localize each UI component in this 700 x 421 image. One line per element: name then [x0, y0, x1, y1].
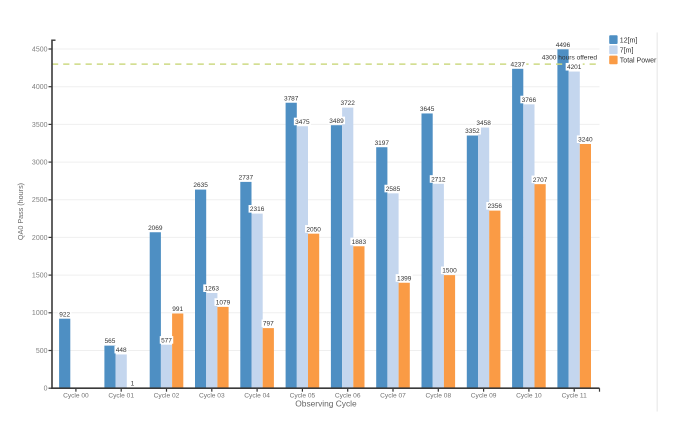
svg-text:1399: 1399 — [397, 275, 412, 282]
svg-text:2737: 2737 — [239, 174, 254, 181]
svg-text:3240: 3240 — [578, 137, 593, 144]
svg-text:Cycle 03: Cycle 03 — [199, 392, 225, 399]
svg-text:Cycle 02: Cycle 02 — [154, 392, 180, 399]
svg-text:Cycle 10: Cycle 10 — [516, 392, 542, 399]
svg-text:Cycle 08: Cycle 08 — [425, 392, 451, 399]
svg-text:4500: 4500 — [32, 46, 48, 53]
svg-text:Cycle 04: Cycle 04 — [244, 392, 270, 399]
svg-text:7[m]: 7[m] — [620, 47, 634, 54]
svg-text:2707: 2707 — [533, 177, 548, 184]
svg-text:4496: 4496 — [556, 42, 571, 49]
svg-text:3475: 3475 — [295, 119, 310, 126]
svg-text:3645: 3645 — [420, 106, 435, 113]
svg-text:Cycle 06: Cycle 06 — [335, 392, 361, 399]
svg-text:2500: 2500 — [32, 197, 48, 204]
svg-text:Cycle 05: Cycle 05 — [290, 392, 316, 399]
svg-text:3500: 3500 — [32, 122, 48, 129]
svg-text:1263: 1263 — [205, 286, 220, 293]
svg-text:2356: 2356 — [488, 203, 503, 210]
svg-text:3722: 3722 — [340, 100, 355, 107]
svg-text:3787: 3787 — [284, 95, 299, 102]
svg-text:2712: 2712 — [431, 176, 446, 183]
svg-text:922: 922 — [59, 311, 70, 318]
svg-text:991: 991 — [172, 306, 183, 313]
svg-text:3352: 3352 — [465, 128, 480, 135]
svg-text:Cycle 01: Cycle 01 — [108, 392, 134, 399]
svg-text:Observing Cycle: Observing Cycle — [295, 399, 357, 409]
svg-text:0: 0 — [44, 386, 48, 393]
svg-text:3458: 3458 — [476, 120, 491, 127]
svg-text:1: 1 — [131, 381, 135, 388]
svg-text:448: 448 — [116, 347, 127, 354]
svg-text:4201: 4201 — [567, 64, 582, 71]
svg-text:2000: 2000 — [32, 235, 48, 242]
svg-text:3489: 3489 — [329, 118, 344, 125]
svg-text:QA0 Pass (hours): QA0 Pass (hours) — [16, 183, 25, 240]
svg-text:1500: 1500 — [442, 268, 457, 275]
svg-text:3000: 3000 — [32, 160, 48, 167]
svg-text:2585: 2585 — [386, 186, 401, 193]
svg-text:2316: 2316 — [250, 206, 265, 213]
svg-text:1079: 1079 — [216, 299, 231, 306]
svg-text:565: 565 — [105, 338, 116, 345]
svg-text:4300 hours offered: 4300 hours offered — [542, 55, 598, 62]
svg-text:Total Power: Total Power — [620, 58, 657, 65]
svg-text:2069: 2069 — [148, 225, 163, 232]
svg-text:2635: 2635 — [193, 182, 208, 189]
svg-text:4237: 4237 — [510, 61, 525, 68]
svg-text:4000: 4000 — [32, 84, 48, 91]
svg-text:12[m]: 12[m] — [620, 37, 638, 44]
svg-text:2050: 2050 — [306, 226, 321, 233]
svg-text:3766: 3766 — [522, 97, 537, 104]
svg-text:1500: 1500 — [32, 273, 48, 280]
svg-text:797: 797 — [263, 321, 274, 328]
svg-text:500: 500 — [36, 348, 48, 355]
svg-text:1000: 1000 — [32, 310, 48, 317]
svg-text:Cycle 11: Cycle 11 — [562, 392, 587, 399]
svg-text:Cycle 00: Cycle 00 — [63, 392, 89, 399]
svg-text:1883: 1883 — [352, 239, 367, 246]
svg-text:Cycle 07: Cycle 07 — [380, 392, 406, 399]
svg-text:3197: 3197 — [375, 140, 390, 147]
svg-text:Cycle 09: Cycle 09 — [471, 392, 497, 399]
svg-text:577: 577 — [161, 337, 172, 344]
